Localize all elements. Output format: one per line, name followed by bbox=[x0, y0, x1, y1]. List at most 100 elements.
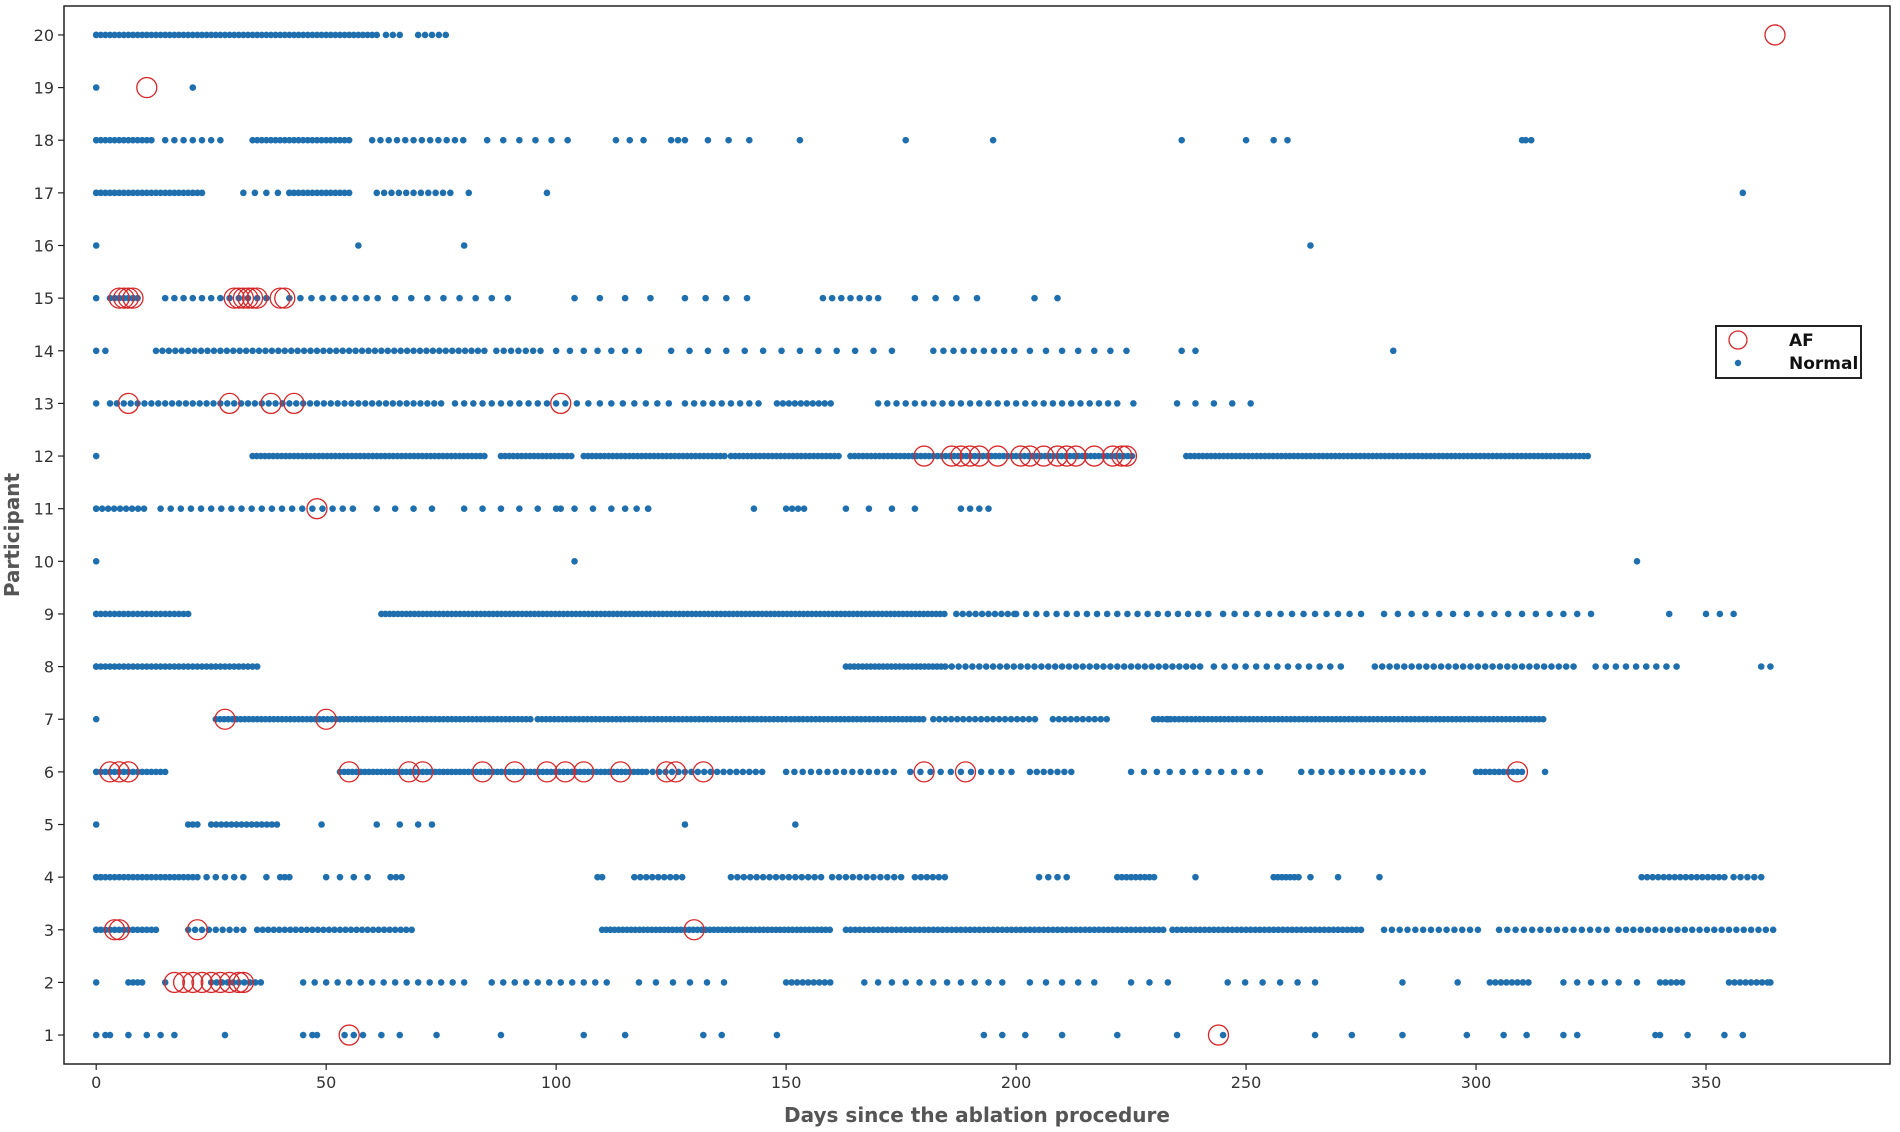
normal-point bbox=[709, 400, 716, 407]
normal-point bbox=[1481, 768, 1489, 776]
normal-point bbox=[171, 1031, 178, 1039]
normal-point bbox=[1031, 294, 1038, 302]
normal-point bbox=[345, 979, 353, 986]
normal-point bbox=[1492, 979, 1499, 986]
normal-point bbox=[571, 505, 578, 512]
normal-point bbox=[143, 610, 151, 618]
normal-point bbox=[129, 873, 137, 881]
normal-point bbox=[189, 663, 197, 670]
af-point bbox=[218, 392, 241, 415]
normal-point bbox=[1739, 1031, 1747, 1039]
normal-point bbox=[1681, 926, 1689, 934]
normal-point bbox=[1587, 979, 1595, 986]
normal-point bbox=[97, 31, 105, 39]
normal-point bbox=[723, 294, 730, 302]
normal-point bbox=[148, 400, 155, 407]
normal-point bbox=[327, 400, 335, 407]
normal-point bbox=[1113, 873, 1121, 881]
normal-point bbox=[184, 926, 192, 934]
af-point bbox=[1764, 24, 1786, 46]
normal-point bbox=[1703, 926, 1711, 934]
normal-point bbox=[985, 979, 992, 986]
normal-point bbox=[97, 663, 105, 670]
normal-point bbox=[1396, 926, 1403, 934]
normal-point bbox=[1136, 873, 1144, 881]
x-tick-label: 150 bbox=[771, 1073, 802, 1092]
normal-point bbox=[244, 294, 252, 302]
normal-point bbox=[97, 926, 105, 934]
y-tick-label: 20 bbox=[34, 26, 54, 45]
normal-point bbox=[309, 136, 316, 144]
normal-point bbox=[884, 926, 891, 934]
normal-point bbox=[1486, 768, 1494, 776]
normal-point bbox=[1228, 926, 1236, 934]
normal-point bbox=[1545, 926, 1553, 934]
normal-point bbox=[97, 768, 105, 776]
normal-point bbox=[1326, 663, 1334, 670]
normal-point bbox=[543, 400, 551, 407]
normal-point bbox=[1633, 979, 1641, 986]
normal-point bbox=[1663, 663, 1670, 670]
normal-point bbox=[1261, 926, 1268, 934]
normal-point bbox=[1430, 663, 1438, 670]
normal-point bbox=[1297, 768, 1305, 776]
normal-point bbox=[1586, 926, 1594, 934]
normal-point bbox=[273, 821, 281, 828]
normal-point bbox=[1378, 768, 1386, 776]
normal-point bbox=[1150, 873, 1158, 881]
normal-point bbox=[134, 400, 141, 407]
normal-point bbox=[274, 189, 282, 197]
normal-point bbox=[591, 979, 599, 986]
normal-point bbox=[1201, 926, 1208, 934]
normal-point bbox=[309, 926, 316, 934]
normal-point bbox=[286, 926, 294, 934]
normal-point bbox=[111, 610, 118, 618]
normal-point bbox=[226, 926, 233, 934]
normal-point bbox=[911, 873, 919, 881]
normal-point bbox=[1652, 1031, 1659, 1039]
normal-point bbox=[1127, 873, 1135, 881]
normal-point bbox=[1205, 610, 1212, 618]
normal-point bbox=[311, 979, 318, 986]
normal-point bbox=[1247, 400, 1254, 407]
normal-point bbox=[856, 873, 864, 881]
normal-point bbox=[228, 821, 235, 828]
normal-point bbox=[363, 294, 370, 302]
normal-point bbox=[129, 979, 137, 986]
normal-point bbox=[1323, 610, 1330, 618]
normal-point bbox=[410, 189, 417, 197]
normal-point bbox=[332, 31, 339, 39]
normal-point bbox=[189, 31, 197, 39]
normal-point bbox=[1592, 663, 1599, 670]
normal-point bbox=[1113, 663, 1121, 670]
normal-point bbox=[459, 136, 467, 144]
normal-point bbox=[102, 926, 109, 934]
normal-point bbox=[417, 189, 425, 197]
normal-point bbox=[1146, 926, 1153, 934]
normal-point bbox=[965, 610, 973, 618]
normal-point bbox=[1500, 1031, 1507, 1039]
normal-point bbox=[975, 505, 983, 512]
normal-point bbox=[456, 294, 463, 302]
normal-point bbox=[474, 347, 482, 355]
normal-point bbox=[884, 400, 891, 407]
normal-point bbox=[907, 768, 914, 776]
normal-point bbox=[341, 400, 348, 407]
normal-point bbox=[1334, 873, 1342, 881]
normal-point bbox=[134, 979, 141, 986]
normal-point bbox=[1666, 926, 1674, 934]
normal-point bbox=[1270, 926, 1277, 934]
normal-point bbox=[707, 768, 714, 776]
normal-point bbox=[633, 505, 640, 512]
normal-point bbox=[345, 31, 353, 39]
normal-point bbox=[318, 31, 325, 39]
normal-point bbox=[276, 873, 284, 881]
normal-point bbox=[465, 189, 473, 197]
normal-point bbox=[940, 347, 947, 355]
normal-point bbox=[307, 347, 314, 355]
normal-point bbox=[1196, 926, 1204, 934]
normal-point bbox=[217, 347, 224, 355]
normal-point bbox=[217, 663, 224, 670]
normal-point bbox=[1491, 768, 1498, 776]
normal-point bbox=[779, 400, 787, 407]
